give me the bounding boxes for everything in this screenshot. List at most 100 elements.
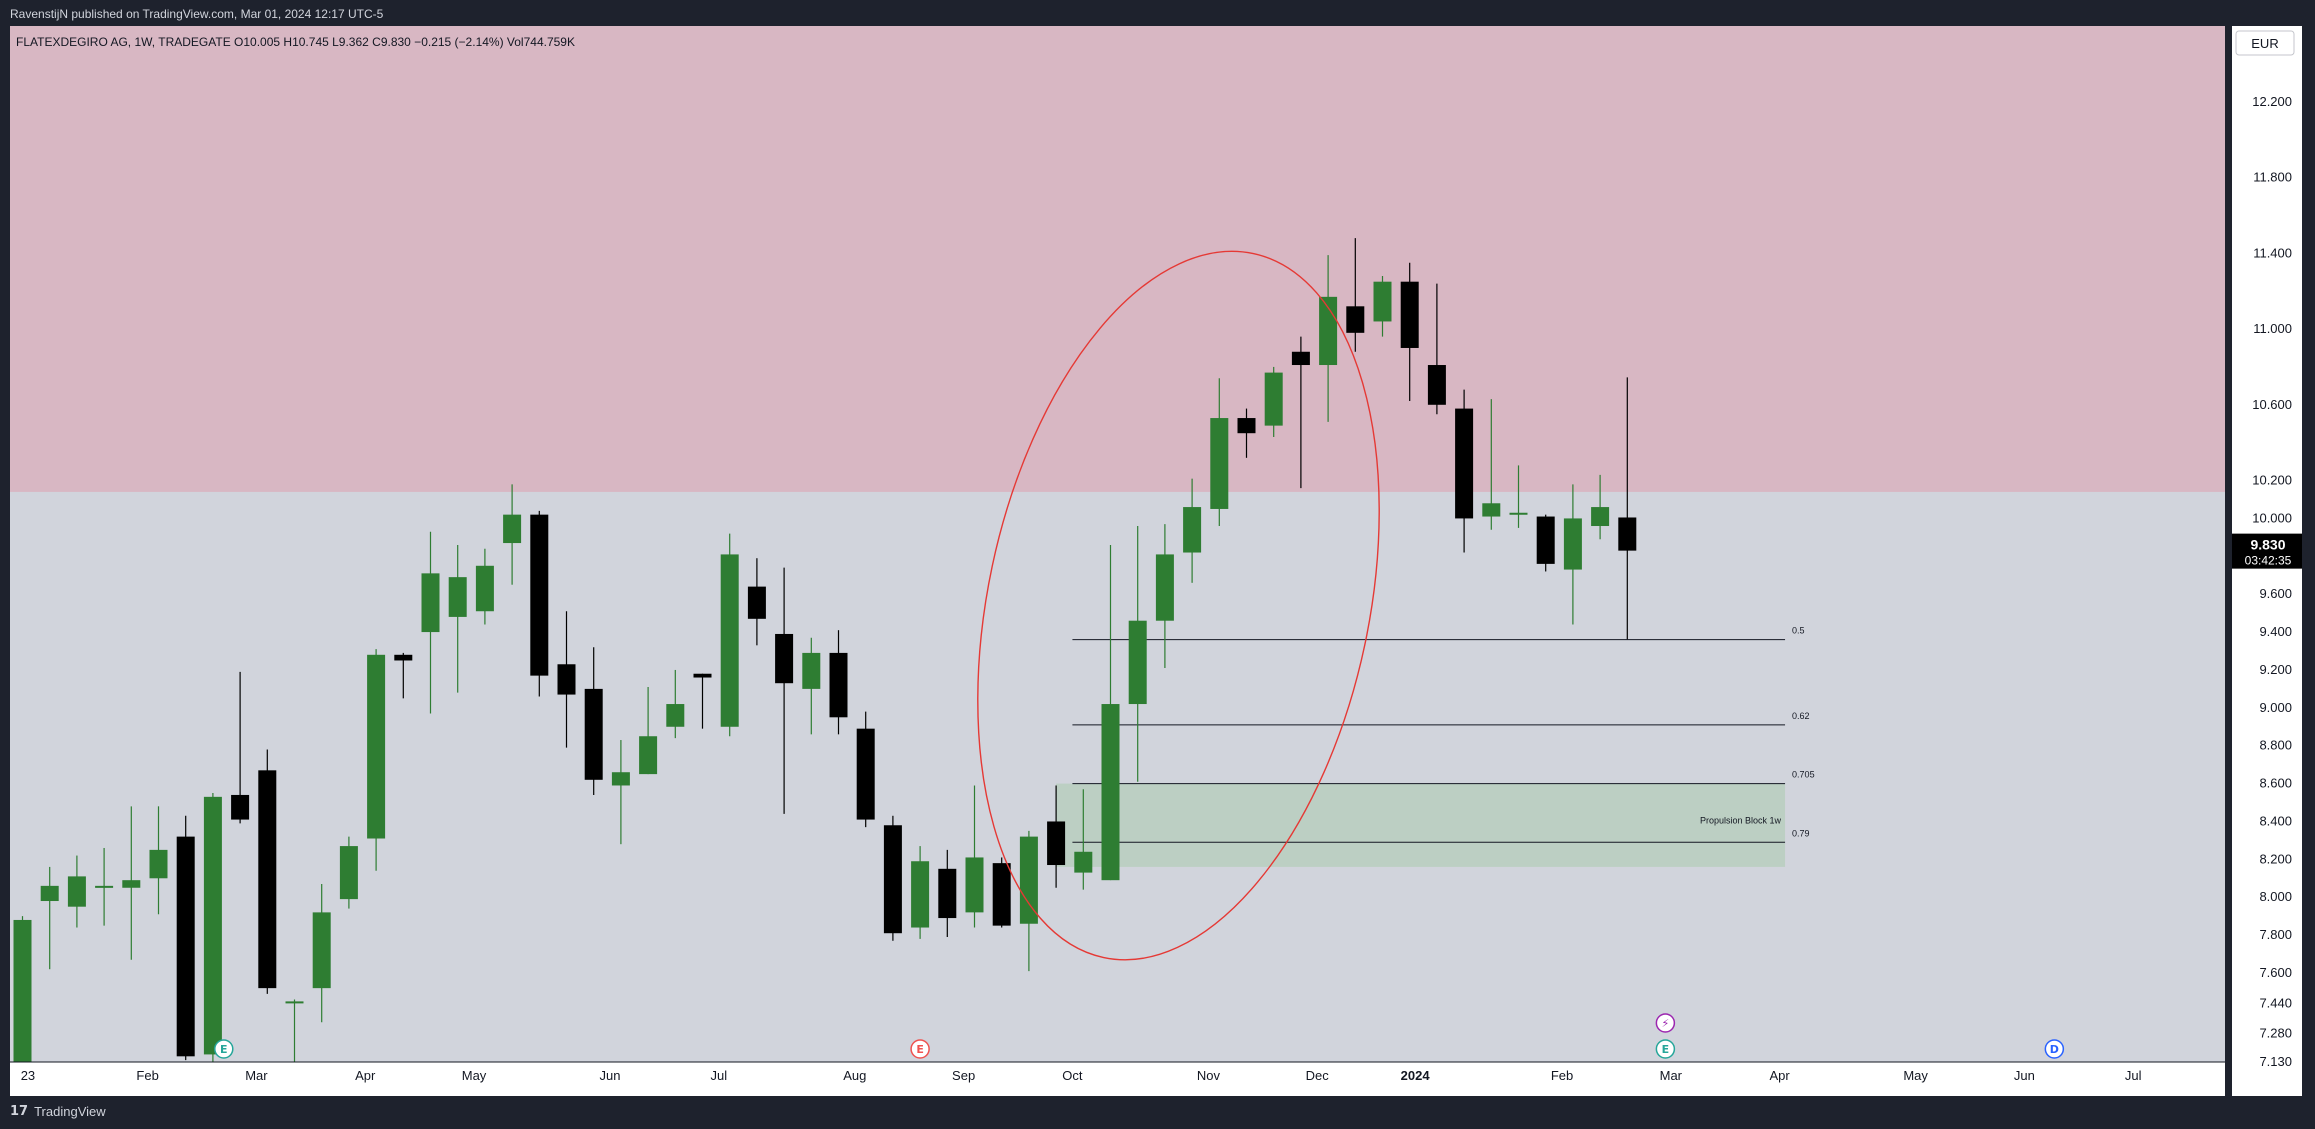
candle-body[interactable] xyxy=(829,652,848,718)
candle-body[interactable] xyxy=(1155,554,1174,621)
price-tick-label: 8.000 xyxy=(2259,889,2292,904)
symbol-legend: FLATEXDEGIRO AG, 1W, TRADEGATE O10.005 H… xyxy=(16,35,575,49)
candle-body[interactable] xyxy=(802,652,821,689)
price-tick-label: 11.800 xyxy=(2253,170,2292,185)
candle-body[interactable] xyxy=(1183,507,1202,553)
event-marker-label: E xyxy=(1662,1043,1670,1056)
price-tick-label: 7.440 xyxy=(2259,995,2292,1010)
candle-body[interactable] xyxy=(1563,518,1582,570)
fib-label-0.62: 0.62 xyxy=(1792,711,1810,721)
candle-body[interactable] xyxy=(911,861,930,928)
event-marker-icon[interactable] xyxy=(1655,1013,1676,1033)
candle-body[interactable] xyxy=(1210,418,1229,509)
time-axis-label: Apr xyxy=(355,1068,376,1083)
candle-body[interactable] xyxy=(149,849,168,879)
ellipse-annotation[interactable] xyxy=(917,214,1439,997)
event-marker-icon[interactable] xyxy=(2044,1039,2065,1059)
current-price-label: 9.830 xyxy=(2250,537,2285,553)
price-tick-label: 12.200 xyxy=(2252,94,2292,109)
supply-zone[interactable] xyxy=(10,26,2225,492)
time-axis-label: Nov xyxy=(1197,1068,1221,1083)
candle-body[interactable] xyxy=(747,586,766,619)
time-axis-label: Apr xyxy=(1770,1068,1791,1083)
time-axis-label: Jul xyxy=(2125,1068,2142,1083)
candle-body[interactable] xyxy=(720,554,739,727)
price-tick-label: 10.000 xyxy=(2252,510,2292,525)
candle-body[interactable] xyxy=(285,1001,304,1004)
candle-body[interactable] xyxy=(1482,503,1501,517)
candle-body[interactable] xyxy=(1264,372,1283,426)
candle-body[interactable] xyxy=(339,846,358,900)
candle-body[interactable] xyxy=(203,796,222,1055)
candle-body[interactable] xyxy=(448,577,467,617)
candle-body[interactable] xyxy=(775,633,794,684)
candle-body[interactable] xyxy=(965,857,984,913)
candle-body[interactable] xyxy=(883,825,902,934)
candle-body[interactable] xyxy=(312,912,331,989)
candle-body[interactable] xyxy=(1019,836,1038,924)
candle-body[interactable] xyxy=(1373,281,1392,322)
candle-body[interactable] xyxy=(122,880,141,888)
candle-body[interactable] xyxy=(693,673,712,678)
candle-body[interactable] xyxy=(856,728,875,820)
candle-body[interactable] xyxy=(992,863,1011,926)
candle-body[interactable] xyxy=(1427,365,1446,405)
time-axis-label: Oct xyxy=(1062,1068,1083,1083)
candle-body[interactable] xyxy=(367,654,386,839)
candle-body[interactable] xyxy=(1047,821,1066,866)
candle-body[interactable] xyxy=(40,885,59,902)
candle-body[interactable] xyxy=(938,868,957,919)
time-axis-label: Mar xyxy=(245,1068,268,1083)
tradingview-logo[interactable]: 17 TradingView xyxy=(10,1104,106,1119)
candle-body[interactable] xyxy=(584,688,603,780)
publisher-bar: RavenstijN published on TradingView.com,… xyxy=(0,0,2315,26)
candle-body[interactable] xyxy=(1346,306,1365,333)
candle-body[interactable] xyxy=(231,794,250,820)
candle-body[interactable] xyxy=(1237,418,1256,434)
candle-body[interactable] xyxy=(1400,281,1419,348)
tradingview-brand: TradingView xyxy=(34,1104,106,1119)
candle-body[interactable] xyxy=(503,514,522,544)
time-axis[interactable] xyxy=(10,1062,2225,1096)
candle-body[interactable] xyxy=(176,836,195,1057)
candle-body[interactable] xyxy=(1455,408,1474,519)
candle-body[interactable] xyxy=(1128,620,1147,705)
candle-body[interactable] xyxy=(95,885,114,888)
price-tick-label: 8.400 xyxy=(2259,813,2292,828)
candle-body[interactable] xyxy=(1291,351,1310,366)
currency-button[interactable] xyxy=(2235,30,2295,56)
candle-body[interactable] xyxy=(258,770,277,989)
candle-body[interactable] xyxy=(1101,704,1120,881)
candle-body[interactable] xyxy=(1591,507,1610,527)
candle-body[interactable] xyxy=(475,565,494,612)
footer-bar: 17 TradingView xyxy=(0,1096,2315,1129)
time-axis-label: Feb xyxy=(136,1068,158,1083)
candle-body[interactable] xyxy=(666,704,685,727)
candle-body[interactable] xyxy=(394,654,413,661)
event-marker-icon[interactable] xyxy=(214,1039,234,1059)
time-axis-label: Feb xyxy=(1551,1068,1573,1083)
event-marker-icon[interactable] xyxy=(1655,1039,1676,1059)
candle-body[interactable] xyxy=(1536,516,1555,564)
candle-body[interactable] xyxy=(639,736,658,775)
time-axis-label: Dec xyxy=(1306,1068,1330,1083)
time-axis-label: May xyxy=(462,1068,487,1083)
candle-body[interactable] xyxy=(13,919,32,1062)
candle-body[interactable] xyxy=(421,573,440,633)
price-tick-label: 11.400 xyxy=(2253,245,2292,260)
propulsion-block-zone[interactable] xyxy=(1056,783,1786,867)
candle-body[interactable] xyxy=(530,514,549,676)
candle-body[interactable] xyxy=(1618,517,1637,551)
candle-body[interactable] xyxy=(67,876,86,907)
event-marker-icon[interactable] xyxy=(910,1039,930,1059)
candle-body[interactable] xyxy=(611,772,630,786)
candle-body[interactable] xyxy=(1509,512,1528,515)
candle-body[interactable] xyxy=(557,664,576,695)
candle-body[interactable] xyxy=(1074,851,1093,873)
price-tick-label: 11.000 xyxy=(2253,321,2292,336)
price-tick-label: 8.800 xyxy=(2259,738,2292,753)
price-tick-label: 10.600 xyxy=(2252,397,2292,412)
event-marker-label: E xyxy=(916,1043,924,1056)
event-marker-label: D xyxy=(2050,1043,2059,1056)
